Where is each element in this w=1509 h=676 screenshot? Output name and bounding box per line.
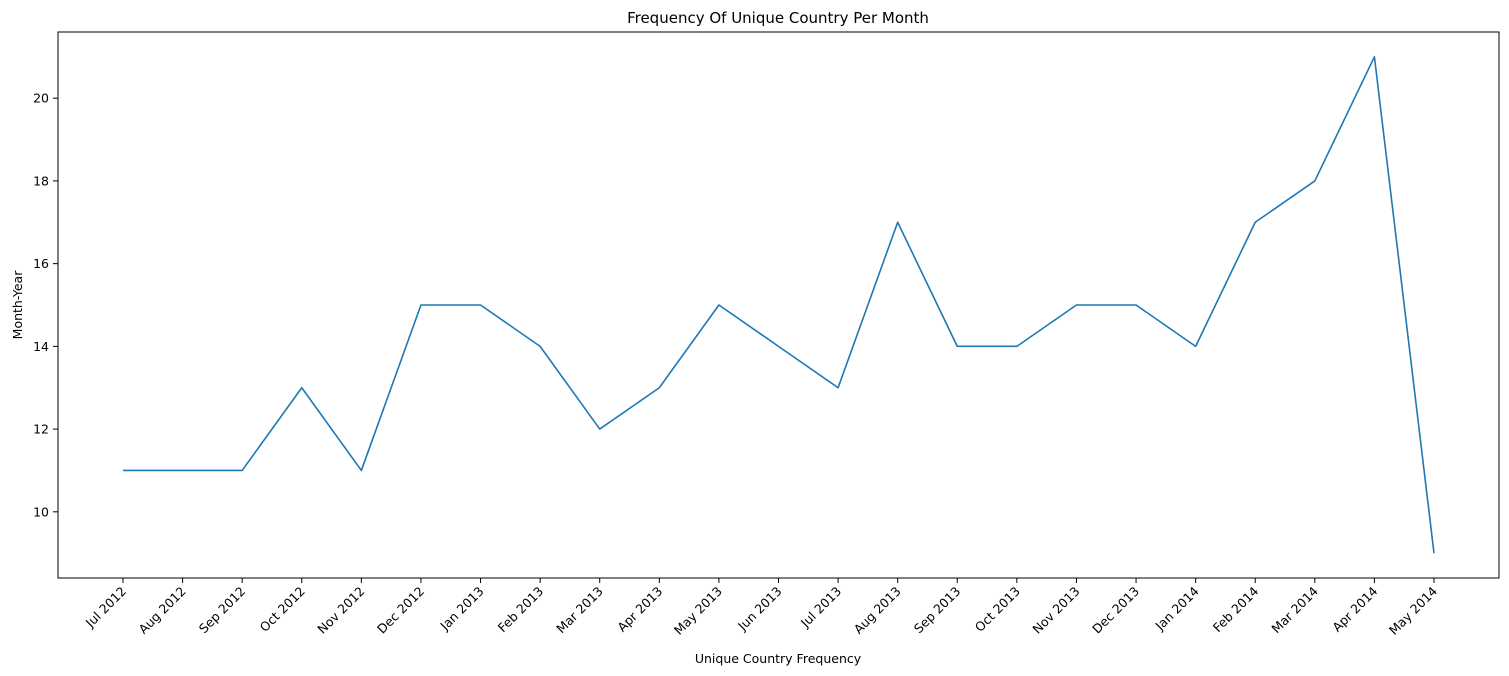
data-point <box>1313 179 1316 182</box>
data-point <box>1194 345 1197 348</box>
y-axis-label: Month-Year <box>10 270 25 340</box>
x-tick-label: Mar 2014 <box>1268 583 1321 636</box>
x-tick-label: Nov 2012 <box>314 584 367 637</box>
x-tick-label: Oct 2013 <box>972 584 1023 635</box>
chart-title: Frequency Of Unique Country Per Month <box>627 9 929 27</box>
data-point <box>479 304 482 307</box>
x-tick-label: Dec 2012 <box>374 584 427 637</box>
data-point <box>598 428 601 431</box>
x-tick-label: Feb 2013 <box>495 584 547 636</box>
x-tick-label: Mar 2013 <box>553 584 606 637</box>
data-point <box>1075 304 1078 307</box>
x-tick-label: Sep 2012 <box>196 584 249 637</box>
x-tick-label: Dec 2013 <box>1089 584 1142 637</box>
series-line <box>123 56 1435 554</box>
data-point <box>1373 55 1376 58</box>
data-point <box>956 345 959 348</box>
x-tick-label: Apr 2014 <box>1329 583 1380 634</box>
data-point <box>896 221 899 224</box>
plot-frame <box>57 31 1500 579</box>
x-tick-label: Apr 2013 <box>614 584 665 635</box>
data-point <box>539 345 542 348</box>
y-tick-label: 16 <box>33 256 49 271</box>
x-tick-label: Jan 2014 <box>1152 583 1202 633</box>
x-tick-label: Sep 2013 <box>911 584 964 637</box>
y-tick-label: 10 <box>33 504 49 519</box>
x-tick-label: May 2014 <box>1386 583 1440 637</box>
x-tick-label: Jun 2013 <box>734 584 784 634</box>
data-point <box>837 386 840 389</box>
data-point <box>1433 552 1436 555</box>
x-axis-label: Unique Country Frequency <box>695 651 862 666</box>
x-tick-label: Oct 2012 <box>257 584 308 635</box>
x-tick-label: May 2013 <box>671 584 725 638</box>
data-point <box>181 469 184 472</box>
data-point <box>360 469 363 472</box>
y-tick-label: 18 <box>33 173 49 188</box>
data-point <box>658 386 661 389</box>
data-point <box>122 469 125 472</box>
x-tick-label: Aug 2012 <box>136 584 189 637</box>
y-tick-label: 14 <box>33 339 49 354</box>
data-point <box>419 304 422 307</box>
data-point <box>777 345 780 348</box>
data-point <box>1015 345 1018 348</box>
data-point <box>1135 304 1138 307</box>
x-tick-label: Jul 2013 <box>797 584 844 631</box>
x-tick-label: Aug 2013 <box>851 584 904 637</box>
x-tick-label: Feb 2014 <box>1210 583 1262 635</box>
data-point <box>241 469 244 472</box>
y-tick-label: 12 <box>33 422 49 437</box>
y-tick-label: 20 <box>33 91 49 106</box>
x-tick-label: Jul 2012 <box>82 584 129 631</box>
data-point <box>1254 221 1257 224</box>
x-tick-label: Jan 2013 <box>436 584 486 634</box>
data-point <box>300 386 303 389</box>
x-tick-label: Nov 2013 <box>1029 584 1082 637</box>
data-point <box>717 304 720 307</box>
